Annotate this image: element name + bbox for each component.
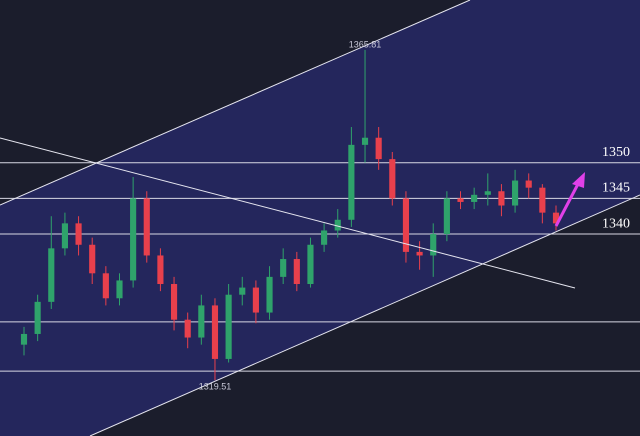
candle-body <box>307 244 314 285</box>
candle-body <box>130 198 137 281</box>
candle-body <box>334 219 341 231</box>
upper-trend-line <box>0 0 471 206</box>
candle-body <box>525 180 532 188</box>
candle-body <box>321 230 328 245</box>
candle-body <box>457 198 464 202</box>
candle-body <box>48 248 55 302</box>
low-annotation: 1319.51 <box>199 382 232 392</box>
candle-body <box>375 137 382 160</box>
high-annotation: 1365.81 <box>349 39 382 49</box>
candle-body <box>512 180 519 206</box>
candle-body <box>239 287 246 295</box>
lower-trend-line <box>89 194 640 436</box>
candle-body <box>143 198 150 256</box>
candle-body <box>552 212 560 224</box>
candle-body <box>389 159 396 199</box>
candle-body <box>170 284 178 320</box>
candle-body <box>252 287 259 313</box>
candle-body <box>211 305 219 359</box>
level-label: 1340 <box>602 216 630 231</box>
candle-body <box>198 305 205 338</box>
candle-body <box>20 333 28 345</box>
arrow-head <box>572 172 585 188</box>
candle-body <box>157 255 164 285</box>
candle-body <box>184 319 191 338</box>
candle-body <box>361 137 369 145</box>
candle-body <box>75 223 82 245</box>
candle-body <box>416 251 423 256</box>
levels: 1350 1345 1340 <box>0 145 640 372</box>
candle-body <box>225 294 232 359</box>
arrow-shaft <box>554 183 580 227</box>
candle-body <box>266 276 273 313</box>
candle-body <box>539 187 546 213</box>
candle-body <box>116 280 123 299</box>
descending-line <box>0 137 576 289</box>
candle-body <box>34 301 41 334</box>
candle-body <box>89 244 96 274</box>
arrow <box>554 172 585 227</box>
candle-body <box>498 191 505 206</box>
candle-body <box>61 223 68 249</box>
candle-body <box>471 194 478 202</box>
candle-body <box>484 191 491 195</box>
candle-body <box>402 198 410 252</box>
candle-body <box>102 273 109 299</box>
level-label: 1345 <box>602 181 630 196</box>
candle-body <box>443 198 450 235</box>
candles: 1319.51 1365.81 <box>20 39 560 392</box>
candle-body <box>430 234 437 256</box>
candle-body <box>280 259 287 277</box>
level-label: 1350 <box>602 145 630 160</box>
candle-body <box>348 144 355 220</box>
candle-body <box>293 259 300 285</box>
